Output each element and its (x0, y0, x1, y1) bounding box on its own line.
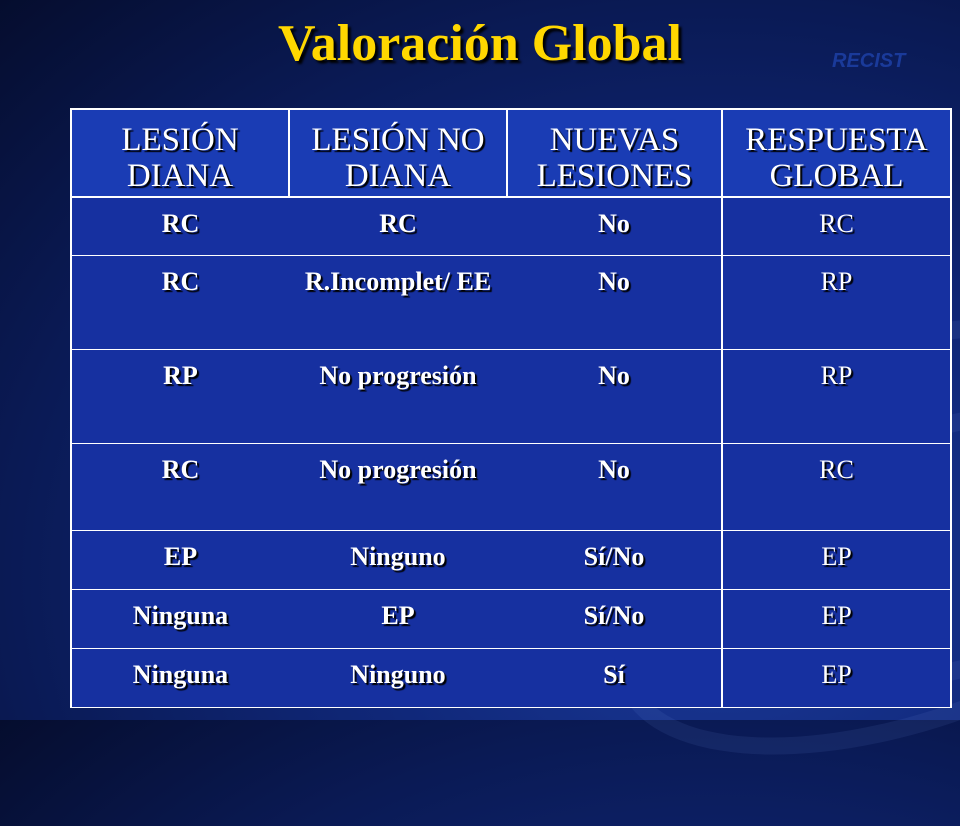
cell-respuesta-global: EP (721, 589, 952, 649)
table-row: RP No progresión No RP (70, 349, 952, 444)
cell-lesion-diana: RC (70, 255, 289, 350)
cell-lesion-diana: RC (70, 443, 289, 531)
header-row: LESIÓN DIANA LESIÓN NO DIANA NUEVAS LESI… (70, 108, 952, 198)
cell-lesion-no-diana: RC (289, 197, 507, 256)
cell-lesion-no-diana: No progresión (289, 443, 507, 531)
cell-respuesta-global: RP (721, 349, 952, 444)
header-nuevas-lesiones: NUEVAS LESIONES (506, 108, 723, 198)
cell-nuevas-lesiones: No (507, 255, 722, 350)
table-row: Ninguna Ninguno Sí EP (70, 648, 952, 708)
header-lesion-diana: LESIÓN DIANA (70, 108, 290, 198)
recist-label: RECIST (832, 50, 906, 72)
cell-lesion-diana: Ninguna (70, 648, 289, 708)
cell-lesion-diana: RC (70, 197, 289, 256)
cell-nuevas-lesiones: Sí/No (507, 589, 722, 649)
table-row: Ninguna EP Sí/No EP (70, 589, 952, 649)
cell-lesion-no-diana: No progresión (289, 349, 507, 444)
table-row: RC No progresión No RC (70, 443, 952, 531)
cell-nuevas-lesiones: Sí (507, 648, 722, 708)
table-row: RC RC No RC (70, 197, 952, 256)
cell-nuevas-lesiones: No (507, 349, 722, 444)
cell-respuesta-global: EP (721, 648, 952, 708)
cell-respuesta-global: RC (721, 197, 952, 256)
cell-nuevas-lesiones: No (507, 443, 722, 531)
cell-lesion-diana: EP (70, 530, 289, 590)
header-respuesta-global: RESPUESTA GLOBAL (721, 108, 952, 198)
cell-respuesta-global: EP (721, 530, 952, 590)
response-table: LESIÓN DIANA LESIÓN NO DIANA NUEVAS LESI… (70, 108, 952, 720)
header-lesion-no-diana: LESIÓN NO DIANA (288, 108, 508, 198)
cell-respuesta-global: RP (721, 255, 952, 350)
cell-lesion-no-diana: Ninguno (289, 530, 507, 590)
table-row: RC R.Incomplet/ EE No RP (70, 255, 952, 350)
table-row: EP Ninguno Sí/No EP (70, 530, 952, 590)
cell-nuevas-lesiones: Sí/No (507, 530, 722, 590)
page-title: Valoración Global (277, 15, 682, 72)
cell-nuevas-lesiones: No (507, 197, 722, 256)
cell-respuesta-global: RC (721, 443, 952, 531)
cell-lesion-no-diana: Ninguno (289, 648, 507, 708)
cell-lesion-no-diana: EP (289, 589, 507, 649)
cell-lesion-diana: RP (70, 349, 289, 444)
cell-lesion-no-diana: R.Incomplet/ EE (289, 255, 507, 350)
cell-lesion-diana: Ninguna (70, 589, 289, 649)
